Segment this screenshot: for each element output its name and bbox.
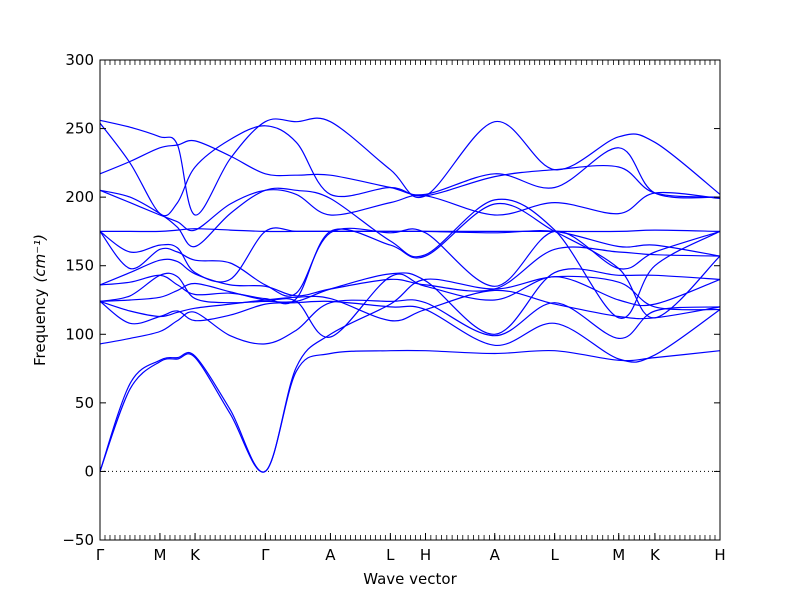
branch-line-10 xyxy=(99,227,721,297)
branch-line-8 xyxy=(99,202,721,319)
branch-line-3 xyxy=(99,300,721,363)
branch-line-2 xyxy=(99,275,721,473)
x-tick-label: K xyxy=(650,546,661,564)
branch-line-9 xyxy=(99,246,721,297)
y-axis-label: Frequency (cm⁻¹) xyxy=(31,234,49,366)
y-tick-label: 150 xyxy=(65,257,94,275)
y-tick-label: −50 xyxy=(62,531,94,549)
branch-line-6 xyxy=(99,273,721,338)
y-axis-ticks: −50 0 50 100 150 200 250 300 xyxy=(62,51,720,549)
y-tick-label: 250 xyxy=(65,120,94,138)
branch-line-14 xyxy=(99,189,721,232)
x-tick-label: Γ xyxy=(261,546,270,564)
y-axis-label-unit: (cm⁻¹) xyxy=(31,234,49,283)
branch-line-13 xyxy=(99,187,721,319)
plot-frame xyxy=(99,59,721,541)
x-tick-label: H xyxy=(714,546,725,564)
branch-line-17 xyxy=(99,117,721,216)
x-axis-label: Wave vector xyxy=(363,570,457,588)
branch-line-5 xyxy=(99,289,721,322)
y-axis-label-text: Frequency xyxy=(31,288,49,366)
branch-line-1 xyxy=(99,349,721,473)
branch-line-7 xyxy=(99,268,721,335)
y-tick-label: 100 xyxy=(65,325,94,343)
branch-line-16 xyxy=(99,122,721,217)
y-tick-label: 300 xyxy=(65,51,94,69)
x-tick-label: A xyxy=(325,546,336,564)
branch-line-12 xyxy=(100,228,721,233)
x-tick-label: H xyxy=(420,546,431,564)
y-tick-label: 200 xyxy=(65,188,94,206)
x-tick-label: K xyxy=(190,546,201,564)
y-tick-label: 50 xyxy=(75,394,94,412)
x-tick-label: A xyxy=(490,546,501,564)
x-tick-label: M xyxy=(153,546,166,564)
branch-line-4 xyxy=(99,299,721,345)
x-tick-label: M xyxy=(612,546,625,564)
y-tick-label: 0 xyxy=(84,462,94,480)
x-tick-label: L xyxy=(386,546,395,564)
branch-line-15 xyxy=(99,139,721,199)
phonon-branches xyxy=(99,117,721,473)
x-tick-label: Γ xyxy=(96,546,105,564)
x-tick-label: L xyxy=(550,546,559,564)
